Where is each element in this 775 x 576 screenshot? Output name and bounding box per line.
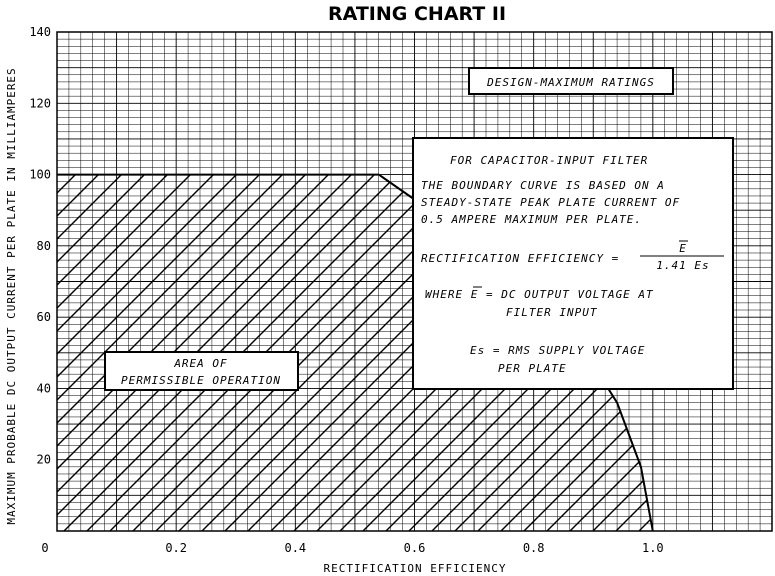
x-tick-label: 0 bbox=[41, 541, 48, 555]
hatch-line bbox=[523, 174, 653, 531]
hatch-line bbox=[431, 174, 653, 531]
hatch-line bbox=[57, 174, 403, 531]
info-line-2: STEADY-STATE PEAK PLATE CURRENT OF bbox=[421, 196, 680, 209]
hatch-line bbox=[109, 174, 610, 531]
hatch-line bbox=[546, 174, 653, 531]
hatch-line bbox=[57, 174, 380, 531]
x-tick-label: 0.6 bbox=[404, 541, 426, 555]
x-tick-label: 0.4 bbox=[284, 541, 306, 555]
formula-label: RECTIFICATION EFFICIENCY = bbox=[421, 252, 619, 265]
chart-title: RATING CHART II bbox=[328, 3, 506, 25]
info-line-3: 0.5 AMPERE MAXIMUM PER PLATE. bbox=[421, 213, 642, 226]
where-line-1: WHERE E = DC OUTPUT VOLTAGE AT bbox=[425, 288, 654, 301]
hatch-line bbox=[57, 174, 357, 531]
hatch-line bbox=[57, 174, 426, 531]
hatch-line bbox=[500, 174, 653, 531]
hatch-line bbox=[155, 174, 653, 531]
area-box-line2: PERMISSIBLE OPERATION bbox=[121, 374, 281, 387]
x-tick-label: 1.0 bbox=[642, 541, 664, 555]
x-tick-label: 0.8 bbox=[523, 541, 545, 555]
es-line-2: PER PLATE bbox=[498, 362, 567, 375]
y-tick-label: 60 bbox=[37, 310, 51, 324]
hatch-line bbox=[454, 174, 653, 531]
hatch-line bbox=[57, 174, 541, 531]
hatch-line bbox=[57, 174, 495, 531]
hatch-line bbox=[57, 174, 311, 531]
x-tick-label: 0.2 bbox=[165, 541, 187, 555]
y-tick-label: 120 bbox=[29, 96, 51, 110]
area-box: AREA OF PERMISSIBLE OPERATION bbox=[104, 351, 299, 391]
y-tick-labels: 20 40 60 80 100 120 140 bbox=[29, 25, 51, 467]
hatch-line bbox=[477, 174, 653, 531]
ratings-box: DESIGN-MAXIMUM RATINGS bbox=[468, 67, 674, 95]
y-tick-label: 80 bbox=[37, 239, 51, 253]
hatch-line bbox=[57, 174, 449, 531]
y-tick-label: 100 bbox=[29, 168, 51, 182]
hatch-line bbox=[63, 174, 564, 531]
y-tick-label: 20 bbox=[37, 453, 51, 467]
hatch-line bbox=[57, 174, 518, 531]
hatch-line bbox=[57, 174, 334, 531]
hatch-line bbox=[408, 174, 653, 531]
formula-denominator: 1.41 Es bbox=[656, 259, 709, 272]
info-header: FOR CAPACITOR-INPUT FILTER bbox=[450, 154, 648, 167]
area-box-line1: AREA OF bbox=[173, 357, 227, 370]
ratings-box-text: DESIGN-MAXIMUM RATINGS bbox=[486, 76, 655, 89]
formula-numerator: E bbox=[679, 242, 687, 255]
y-tick-label: 140 bbox=[29, 25, 51, 39]
info-line-1: THE BOUNDARY CURVE IS BASED ON A bbox=[421, 179, 665, 192]
hatch-line bbox=[132, 174, 633, 531]
x-axis-label: RECTIFICATION EFFICIENCY bbox=[324, 562, 507, 575]
x-tick-labels: 0 0.2 0.4 0.6 0.8 1.0 bbox=[41, 541, 663, 555]
info-box: FOR CAPACITOR-INPUT FILTER THE BOUNDARY … bbox=[412, 137, 734, 390]
hatch-line bbox=[86, 174, 587, 531]
es-line-1: Es = RMS SUPPLY VOLTAGE bbox=[470, 344, 645, 357]
y-tick-label: 40 bbox=[37, 381, 51, 395]
hatch-line bbox=[57, 174, 472, 531]
y-axis-label: MAXIMUM PROBABLE DC OUTPUT CURRENT PER P… bbox=[5, 67, 18, 524]
where-line-2: FILTER INPUT bbox=[506, 306, 598, 319]
plot-frame bbox=[56, 31, 773, 532]
